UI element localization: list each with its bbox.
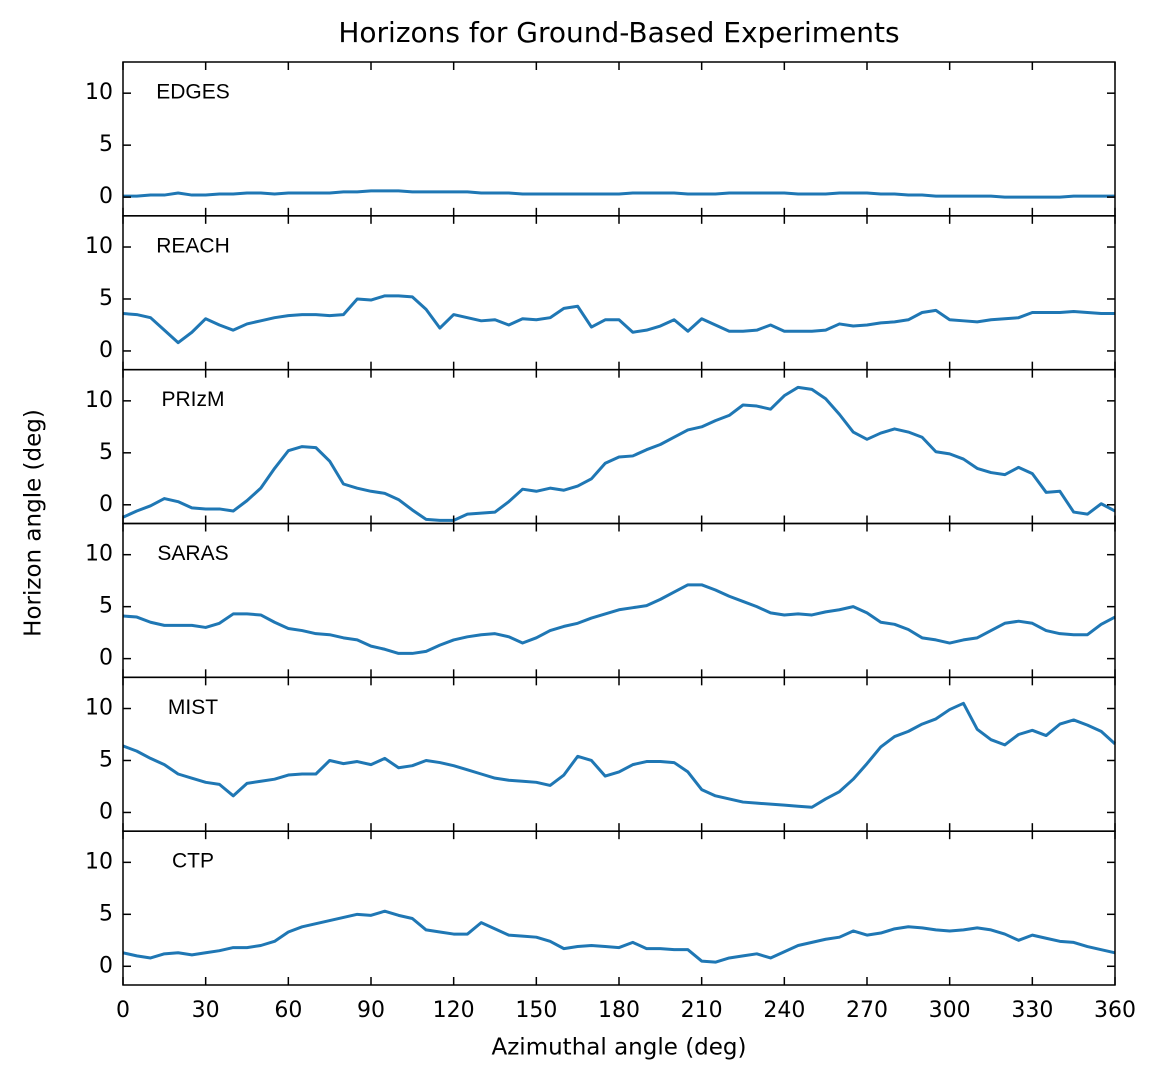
panel-label: SARAS <box>157 542 228 565</box>
y-tick-label: 10 <box>85 542 113 567</box>
data-line <box>122 583 1116 655</box>
x-tick-label: 90 <box>357 998 385 1023</box>
data-line <box>123 189 1115 199</box>
panel-label: MIST <box>168 696 218 719</box>
panel-label: REACH <box>156 234 230 257</box>
y-tick-label: 0 <box>99 338 113 363</box>
y-tick-label: 0 <box>99 184 113 209</box>
panel-frame <box>122 522 1116 679</box>
data-line <box>122 294 1115 345</box>
panel-label: PRIzM <box>162 388 225 411</box>
x-tick-label: 210 <box>681 998 723 1023</box>
panel-label: CTP <box>172 850 214 873</box>
y-tick-label: 0 <box>99 646 113 671</box>
panel-frame <box>122 830 1116 986</box>
y-tick-label: 5 <box>99 901 113 926</box>
chart-title: Horizons for Ground-Based Experiments <box>338 16 899 49</box>
x-tick-label: 360 <box>1094 998 1136 1023</box>
y-tick-label: 0 <box>99 953 113 978</box>
panel-label: EDGES <box>156 81 230 104</box>
panel-frame <box>122 215 1116 371</box>
x-tick-label: 120 <box>433 998 475 1023</box>
y-tick-label: 5 <box>99 594 113 619</box>
y-tick-label: 10 <box>85 696 113 721</box>
y-tick-label: 5 <box>99 747 113 772</box>
x-tick-label: 180 <box>598 998 640 1023</box>
x-axis-label: Azimuthal angle (deg) <box>492 1035 747 1061</box>
y-tick-label: 5 <box>99 286 113 311</box>
y-tick-label: 10 <box>85 234 113 259</box>
y-tick-label: 5 <box>99 440 113 465</box>
y-tick-label: 10 <box>85 388 113 413</box>
x-tick-label: 270 <box>846 998 888 1023</box>
x-tick-label: 150 <box>515 998 557 1023</box>
y-tick-label: 10 <box>85 80 113 105</box>
y-tick-label: 10 <box>85 849 113 874</box>
x-tick-label: 60 <box>274 998 302 1023</box>
y-tick-label: 0 <box>99 799 113 824</box>
panel-frame <box>122 368 1116 525</box>
y-tick-label: 0 <box>99 492 113 517</box>
data-line <box>122 701 1117 809</box>
x-tick-label: 240 <box>763 998 805 1023</box>
x-tick-label: 0 <box>116 998 130 1023</box>
y-axis-label: Horizon angle (deg) <box>21 409 47 637</box>
panel-frame <box>122 676 1116 832</box>
x-tick-label: 300 <box>929 998 971 1023</box>
x-tick-label: 30 <box>192 998 220 1023</box>
data-line <box>122 909 1116 964</box>
y-tick-label: 5 <box>99 132 113 157</box>
x-tick-label: 330 <box>1011 998 1053 1023</box>
data-line <box>122 385 1116 522</box>
